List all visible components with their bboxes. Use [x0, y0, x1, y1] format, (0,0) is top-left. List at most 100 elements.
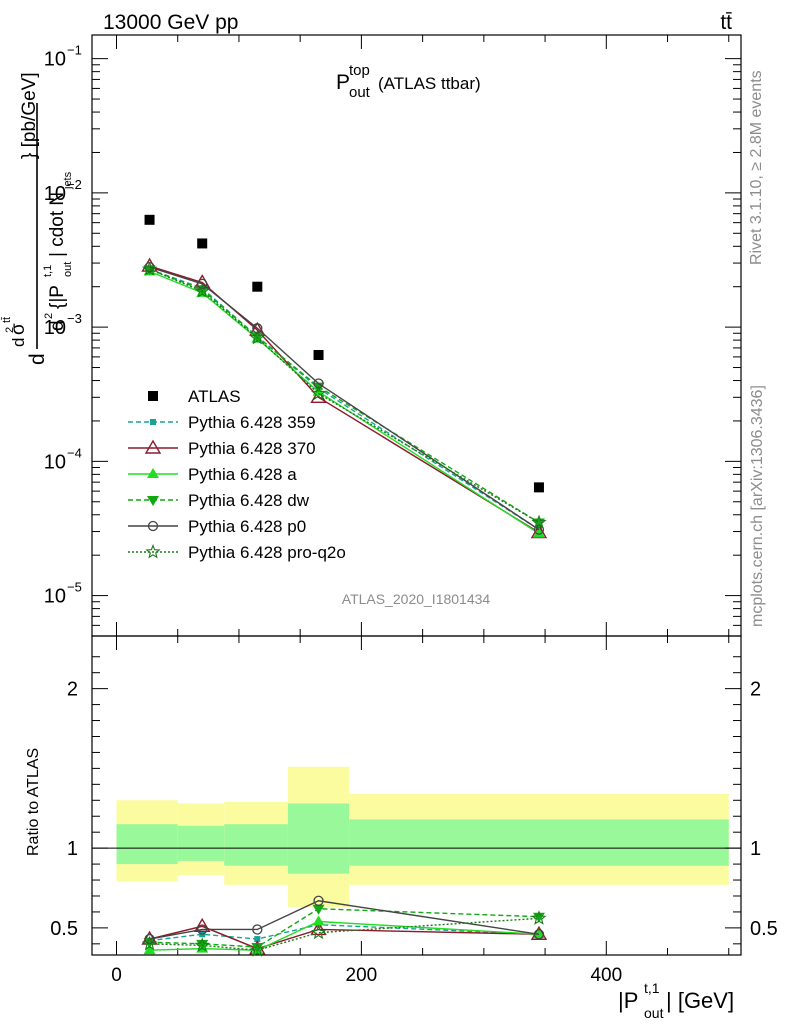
band-inner: [349, 819, 729, 866]
point-pp0: [252, 924, 263, 935]
ratio-frame: [91, 635, 742, 956]
point-pq2o: [194, 283, 210, 298]
legend-marker-pp0: [147, 520, 159, 532]
point-pdw: [312, 904, 325, 915]
point-pq2o: [141, 261, 158, 276]
point-pa: [532, 928, 545, 939]
svg-text:2: 2: [4, 327, 16, 333]
band-inner: [287, 803, 350, 874]
point-pq2o: [531, 910, 547, 925]
point-p370: [310, 921, 327, 936]
point-p359: [254, 936, 261, 943]
point-pp0: [197, 924, 208, 935]
y-tick-label: 10: [44, 586, 66, 608]
ratio-y-tick-label-right: 1: [750, 838, 761, 860]
y-axis-label-main: d d σ tt̄ 2 d 2 {|P t,1 out | cdot N jet…: [1, 72, 74, 365]
point-pq2o: [310, 385, 327, 401]
svg-text:} [pb/GeV]: } [pb/GeV]: [19, 72, 40, 159]
point-pa: [143, 944, 156, 955]
legend-label: Pythia 6.428 dw: [188, 491, 310, 510]
point-pq2o: [531, 514, 547, 530]
point-data: [252, 281, 263, 292]
y-tick-label: 10: [44, 183, 66, 205]
y-tick-label: 10: [44, 317, 66, 339]
point-pq2o: [249, 329, 265, 345]
point-pdw: [251, 943, 264, 954]
point-data: [533, 482, 544, 493]
legend-label: Pythia 6.428 359: [188, 413, 316, 432]
legend-marker-pdw: [147, 496, 159, 506]
header-left: 13000 GeV pp: [103, 11, 238, 34]
series-line-pp0: [149, 900, 540, 940]
legend: ATLAS Pythia 6.428 359 Pythia 6.428 370 Pyt…: [128, 387, 346, 562]
plot-title-rest: (ATLAS ttbar): [378, 74, 481, 93]
svg-text:t,1: t,1: [42, 265, 54, 277]
ratio-y-tick-label-right: 0.5: [750, 918, 778, 940]
point-pa: [312, 915, 325, 926]
svg-text:t,1: t,1: [644, 980, 660, 996]
y-tick-label-exp: −4: [67, 445, 82, 460]
legend-label: Pythia 6.428 p0: [188, 517, 306, 536]
point-data: [313, 349, 324, 360]
svg-text:|P: |P: [618, 988, 638, 1013]
point-p370: [193, 917, 211, 932]
point-pq2o: [249, 942, 265, 957]
svg-text:jets: jets: [62, 171, 74, 190]
point-pp0: [533, 929, 545, 940]
svg-text:out: out: [62, 262, 74, 277]
rivet-label: Rivet 3.1.10, ≥ 2.8M events: [748, 70, 765, 265]
point-pp0: [197, 278, 208, 290]
svg-text:d: d: [9, 338, 28, 347]
legend-label: Pythia 6.428 a: [188, 465, 297, 484]
watermark: ATLAS_2020_I1801434: [342, 591, 491, 607]
main-series: [141, 214, 548, 539]
ratio-uncertainty-bands: [116, 766, 729, 908]
legend-marker-pq2o: [145, 543, 161, 559]
mcplots-label: mcplots.cern.ch [arXiv:1306.3436]: [749, 385, 766, 627]
ratio-y-tick-label-right: 2: [750, 679, 761, 701]
ratio-y-tick-label: 0.5: [50, 918, 78, 940]
point-pq2o: [141, 935, 158, 951]
point-data: [197, 238, 208, 249]
point-pq2o: [194, 937, 210, 952]
point-pp0: [313, 895, 324, 906]
y-tick-label-exp: −3: [67, 311, 82, 326]
ratio-y-tick-label: 1: [67, 838, 78, 860]
ratio-y-tick-label: 2: [67, 679, 78, 701]
legend-label: Pythia 6.428 370: [188, 439, 316, 458]
band-inner: [116, 824, 178, 865]
svg-text:σ: σ: [8, 323, 29, 335]
svg-text:d: d: [47, 320, 68, 331]
legend-marker-pa: [147, 468, 159, 478]
x-tick-label: 400: [590, 965, 622, 986]
legend-marker-data: [148, 391, 158, 401]
y-tick-label: 10: [44, 451, 66, 473]
svg-text:{|P: {|P: [47, 285, 68, 309]
ratio-series: [141, 895, 548, 957]
point-pp0: [144, 933, 155, 945]
svg-text:| cdot N: | cdot N: [47, 192, 68, 257]
point-data: [144, 214, 155, 225]
plot-title-sub: out: [349, 84, 371, 101]
y-tick-label-exp: −1: [67, 43, 82, 58]
svg-text:| [GeV]: | [GeV]: [666, 988, 734, 1013]
svg-text:d: d: [26, 353, 49, 365]
legend-marker-p370: [144, 439, 162, 454]
legend-label: ATLAS: [188, 387, 241, 406]
header-right: tt̄: [720, 11, 732, 34]
point-pdw: [532, 912, 545, 923]
series-line-pq2o: [149, 268, 540, 524]
y-tick-label: 10: [44, 49, 66, 71]
series-line-pq2o: [149, 917, 539, 951]
y-tick-label-exp: −2: [67, 177, 82, 192]
plot-title-sup: top: [349, 62, 370, 79]
band-inner: [177, 825, 225, 861]
legend-label: Pythia 6.428 pro-q2o: [188, 543, 346, 562]
x-tick-label: 0: [111, 965, 122, 986]
y-axis-label-ratio: Ratio to ATLAS: [25, 748, 42, 856]
svg-text:2: 2: [43, 313, 55, 319]
point-pq2o: [310, 924, 327, 940]
x-tick-label: 200: [346, 965, 378, 986]
legend-marker-p359: [150, 419, 156, 425]
